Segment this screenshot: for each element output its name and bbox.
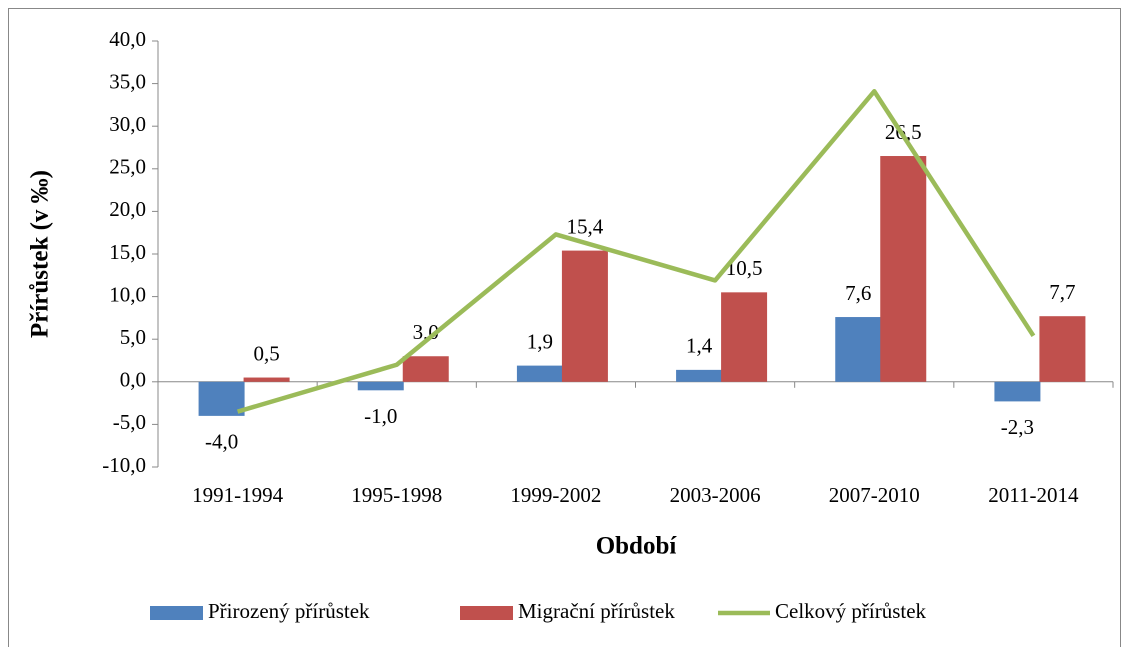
y-tick-label: 30,0 — [109, 112, 146, 136]
y-tick-label: -5,0 — [113, 410, 146, 434]
x-tick-label: 2011-2014 — [988, 483, 1079, 507]
bar — [1039, 316, 1086, 382]
x-tick-label: 2003-2006 — [670, 483, 761, 507]
bar — [357, 381, 404, 391]
data-label: 7,7 — [1049, 280, 1075, 304]
data-label: -4,0 — [205, 430, 238, 454]
x-tick-label: 2007-2010 — [829, 483, 920, 507]
y-tick-label: 25,0 — [109, 155, 146, 179]
bar — [880, 156, 927, 382]
legend-swatch — [460, 606, 513, 620]
data-label: 1,4 — [686, 334, 713, 358]
x-tick-label: 1999-2002 — [510, 483, 601, 507]
x-tick-label: 1995-1998 — [351, 483, 442, 507]
bar — [835, 317, 882, 382]
y-tick-label: 40,0 — [109, 27, 146, 51]
bar — [402, 356, 449, 382]
data-label: 0,5 — [253, 341, 279, 365]
data-label: 7,6 — [845, 281, 871, 305]
y-tick-label: 5,0 — [120, 325, 146, 349]
y-tick-label: -10,0 — [102, 453, 146, 477]
bar — [994, 381, 1041, 402]
line — [236, 89, 1036, 414]
x-tick-label: 1991-1994 — [192, 483, 283, 507]
y-tick-label: 10,0 — [109, 282, 146, 306]
data-label: -2,3 — [1001, 415, 1034, 439]
bar — [676, 369, 723, 382]
bar — [561, 250, 608, 382]
bar — [516, 365, 563, 382]
legend-label: Celkový přírůstek — [775, 599, 927, 623]
bar — [721, 292, 768, 382]
y-tick-label: 15,0 — [109, 240, 146, 264]
legend-label: Migrační přírůstek — [518, 599, 675, 623]
legend-swatch — [150, 606, 203, 620]
bar — [198, 381, 245, 416]
y-tick-label: 0,0 — [120, 368, 146, 392]
legend-label: Přirozený přírůstek — [208, 599, 370, 623]
x-axis-title: Období — [596, 533, 678, 560]
data-label: 15,4 — [567, 214, 604, 238]
bar — [243, 377, 290, 382]
y-axis-title: Přírůstek (v ‰) — [27, 170, 54, 338]
y-tick-label: 35,0 — [109, 69, 146, 93]
data-label: -1,0 — [364, 404, 397, 428]
y-tick-label: 20,0 — [109, 197, 146, 221]
data-label: 1,9 — [527, 329, 553, 353]
